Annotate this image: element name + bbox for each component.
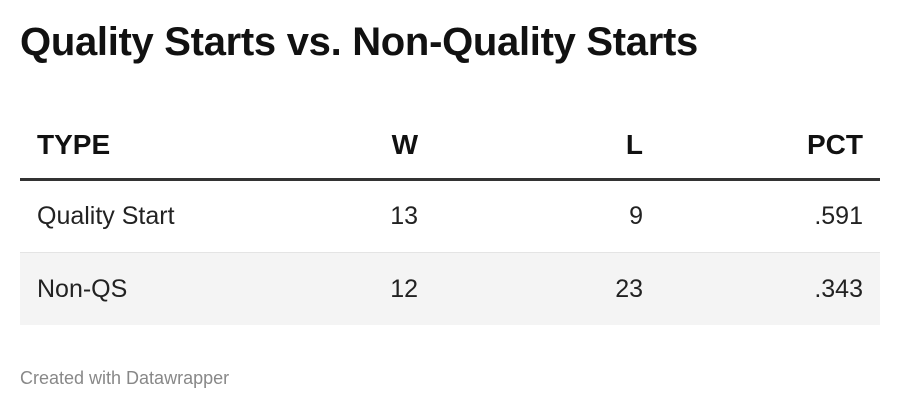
chart-title: Quality Starts vs. Non-Quality Starts	[20, 20, 698, 64]
table-row: Non-QS 12 23 .343	[20, 253, 880, 325]
table-row: Quality Start 13 9 .591	[20, 181, 880, 253]
table-cell-type: Quality Start	[37, 202, 175, 230]
column-header-w[interactable]: W	[391, 129, 418, 160]
column-header-l[interactable]: L	[625, 129, 643, 160]
data-table: TYPE W L PCT Quality Start 13 9 .591 Non…	[20, 112, 880, 325]
column-header-type[interactable]: TYPE	[37, 129, 111, 160]
table-cell-w: 12	[390, 274, 418, 303]
table-cell-l: 23	[615, 274, 643, 303]
datawrapper-credit[interactable]: Created with Datawrapper	[20, 368, 230, 388]
table-cell-w: 13	[390, 202, 418, 230]
table-cell-pct: .343	[814, 274, 863, 303]
table-cell-l: 9	[629, 202, 643, 230]
table-header-row: TYPE W L PCT	[20, 112, 880, 181]
table-cell-pct: .591	[814, 202, 863, 230]
column-header-pct[interactable]: PCT	[807, 129, 863, 160]
table-cell-type: Non-QS	[37, 274, 128, 303]
